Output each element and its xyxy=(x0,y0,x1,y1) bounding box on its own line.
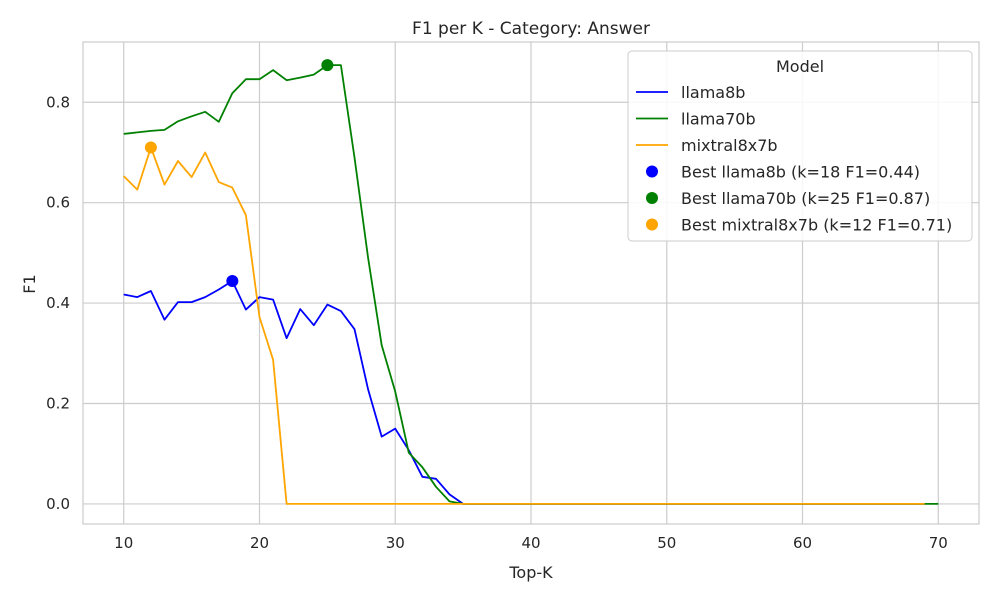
best-point-marker xyxy=(226,274,239,287)
x-tick-label: 20 xyxy=(250,534,269,552)
x-tick-label: 70 xyxy=(929,534,948,552)
legend-box xyxy=(627,50,973,242)
y-axis-label: F1 xyxy=(20,274,39,293)
x-tick-label: 50 xyxy=(657,534,676,552)
x-axis-ticks: 10 20 30 40 50 60 70 xyxy=(114,534,948,552)
legend-marker-swatch xyxy=(646,165,658,178)
legend-label: llama8b xyxy=(681,83,745,102)
best-points xyxy=(144,59,334,287)
series-line-mixtral8x7b xyxy=(123,146,925,505)
legend: Model llama8b llama70b mixtral8x7b Best lla… xyxy=(627,50,973,242)
legend-items: llama8b llama70b mixtral8x7b Best llama8b (… xyxy=(636,83,952,235)
legend-title: Model xyxy=(776,57,824,76)
x-tick-label: 30 xyxy=(386,534,405,552)
x-axis-label: Top-K xyxy=(508,563,553,582)
series-lines xyxy=(123,64,939,505)
x-tick-label: 40 xyxy=(521,534,540,552)
legend-label: llama70b xyxy=(681,110,756,129)
legend-marker-swatch xyxy=(646,192,658,204)
y-tick-label: 0.4 xyxy=(46,294,70,312)
x-tick-label: 10 xyxy=(114,534,133,552)
x-tick-label: 60 xyxy=(793,534,812,552)
legend-label: mixtral8x7b xyxy=(681,136,778,155)
best-point-marker xyxy=(144,141,157,154)
legend-label: Best llama70b (k=25 F1=0.87) xyxy=(681,189,930,208)
y-tick-label: 0.2 xyxy=(46,395,70,413)
legend-label: Best llama8b (k=18 F1=0.44) xyxy=(681,163,920,182)
y-axis-ticks: 0.0 0.2 0.4 0.6 0.8 xyxy=(46,93,70,513)
chart-title: F1 per K - Category: Answer xyxy=(412,19,650,39)
y-tick-label: 0.6 xyxy=(46,194,70,212)
legend-marker-swatch xyxy=(646,218,658,231)
legend-label: Best mixtral8x7b (k=12 F1=0.71) xyxy=(681,216,952,235)
plot-area-frame xyxy=(82,41,980,525)
best-point-marker xyxy=(321,59,334,72)
y-tick-label: 0.0 xyxy=(46,495,70,513)
y-tick-label: 0.8 xyxy=(46,93,70,111)
